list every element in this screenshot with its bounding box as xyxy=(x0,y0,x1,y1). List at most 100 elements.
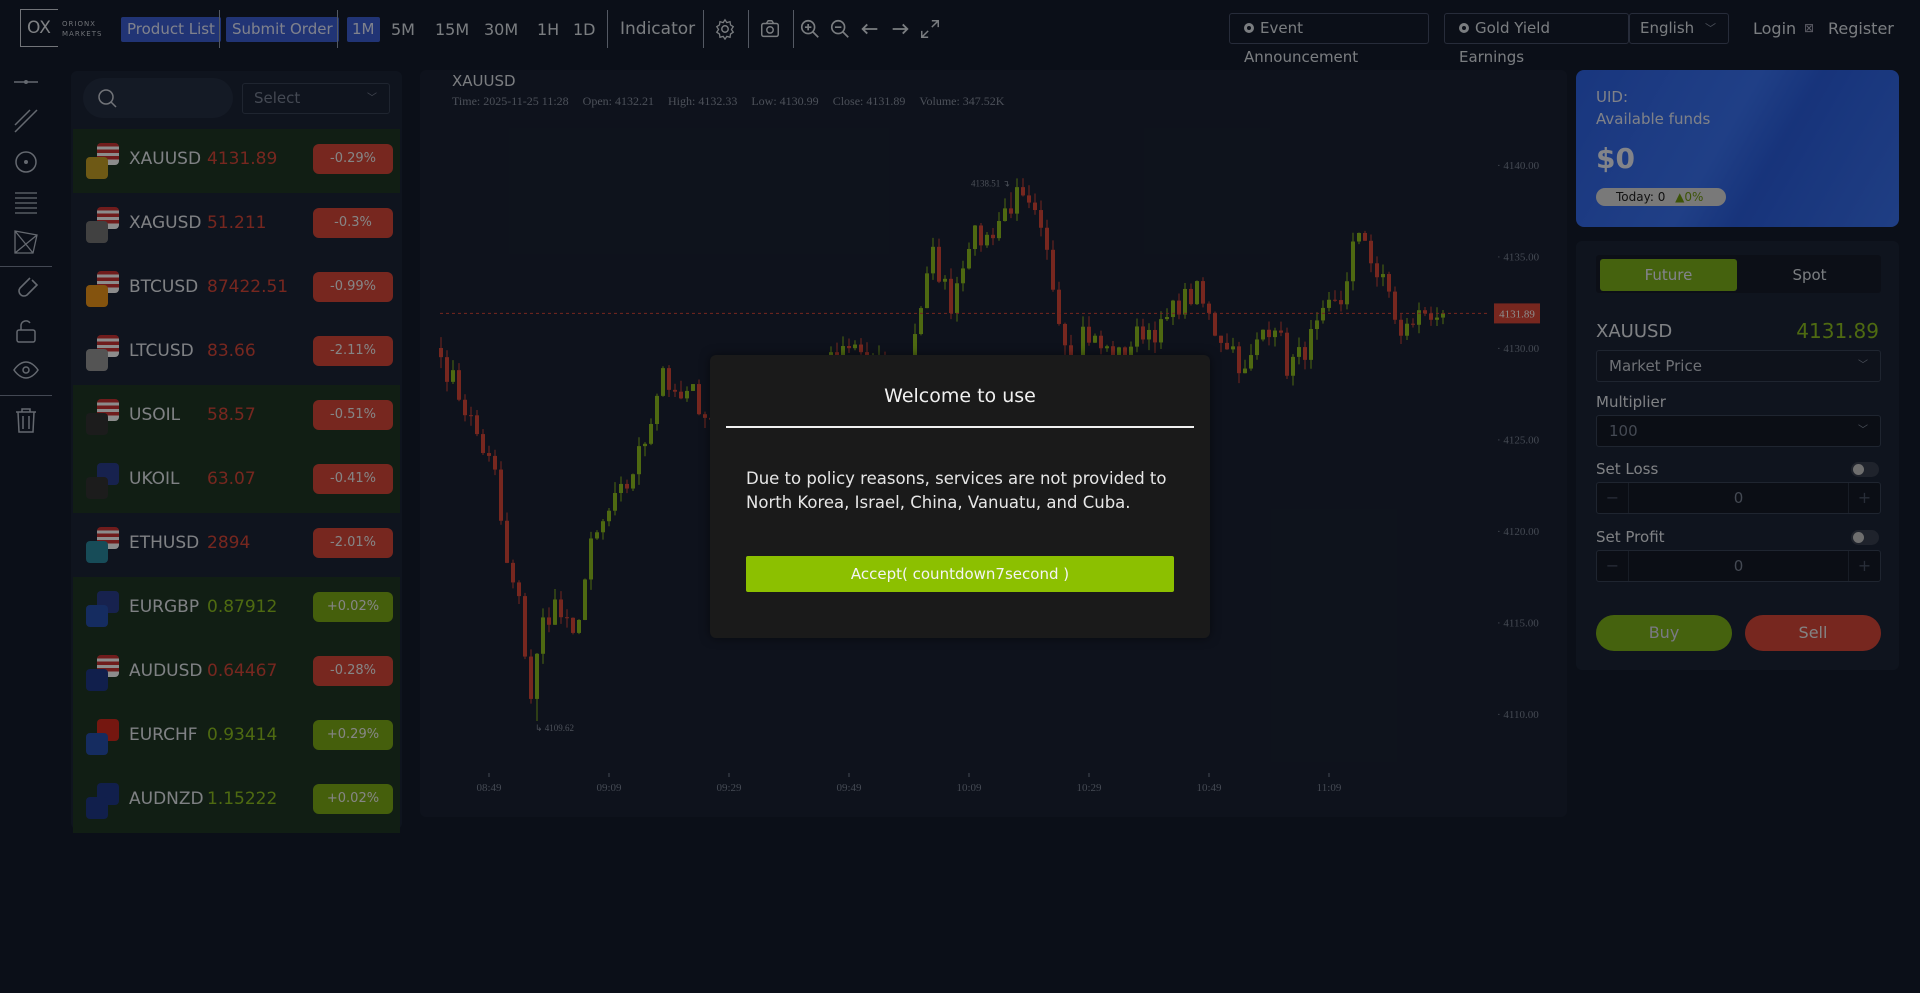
timeframe-15m[interactable]: 15M xyxy=(435,20,470,39)
product-list-button[interactable]: Product List xyxy=(121,17,221,42)
set-profit-toggle[interactable] xyxy=(1851,530,1879,545)
ohlc-high: High: 4132.33 xyxy=(668,94,738,108)
candle-body xyxy=(937,246,941,282)
multiplier-select[interactable]: 100 ﹀ xyxy=(1596,415,1881,447)
indicator-button[interactable]: Indicator xyxy=(620,19,696,39)
y-tick-label: · 4130.00 xyxy=(1497,343,1540,355)
change-badge: +0.02% xyxy=(313,592,393,622)
candle-body xyxy=(1165,317,1169,320)
arrow-left-icon[interactable] xyxy=(859,18,881,40)
y-tick-label: · 4120.00 xyxy=(1497,526,1540,538)
chart-panel[interactable]: XAUUSD Time: 2025-11-25 11:28 Open: 4132… xyxy=(420,70,1567,817)
candle-body xyxy=(853,344,857,349)
candle-body xyxy=(1201,281,1205,304)
trend-line-icon[interactable] xyxy=(12,107,40,135)
multiplier-value: 100 xyxy=(1609,422,1638,440)
sell-button[interactable]: Sell xyxy=(1745,615,1881,651)
event-announcement-button[interactable]: Event Announcement xyxy=(1229,13,1429,66)
candle-body xyxy=(1273,330,1277,338)
product-row-ethusd[interactable]: ETHUSD 2894 -2.01% xyxy=(73,513,400,577)
timeframe-1h[interactable]: 1H xyxy=(537,20,560,39)
candle-body xyxy=(967,249,971,269)
today-badge: Today: 0 ▲0% xyxy=(1596,188,1726,206)
timeframe-1d[interactable]: 1D xyxy=(573,20,596,39)
candle-body xyxy=(1177,300,1181,315)
set-loss-input[interactable]: 0 xyxy=(1733,489,1744,507)
set-loss-stepper[interactable]: − 0 + xyxy=(1596,482,1881,514)
product-row-eurchf[interactable]: EURCHF 0.93414 +0.29% xyxy=(73,705,400,769)
gear-icon[interactable] xyxy=(714,18,736,40)
product-symbol: EURGBP xyxy=(129,597,200,617)
product-list-panel: Select ﹀ XAUUSD 4131.89 -0.29% XAGUSD 51.… xyxy=(71,71,402,833)
product-row-btcusd[interactable]: BTCUSD 87422.51 -0.99% xyxy=(73,257,400,321)
product-row-xauusd[interactable]: XAUUSD 4131.89 -0.29% xyxy=(73,129,400,193)
candle-body xyxy=(1285,332,1289,376)
product-row-ltcusd[interactable]: LTCUSD 83.66 -2.11% xyxy=(73,321,400,385)
change-badge: -0.29% xyxy=(313,144,393,174)
candle-body xyxy=(847,346,851,349)
buy-button[interactable]: Buy xyxy=(1596,615,1732,651)
candle-body xyxy=(607,510,611,522)
set-profit-input[interactable]: 0 xyxy=(1733,557,1744,575)
login-link[interactable]: Login xyxy=(1753,19,1797,38)
candle-body xyxy=(1153,329,1157,343)
arrow-right-icon[interactable] xyxy=(889,18,911,40)
register-link[interactable]: Register xyxy=(1828,19,1894,38)
set-profit-stepper[interactable]: − 0 + xyxy=(1596,550,1881,582)
product-row-audusd[interactable]: AUDUSD 0.64467 -0.28% xyxy=(73,641,400,705)
candle-body xyxy=(1261,329,1265,340)
price-type-select[interactable]: Market Price ﹀ xyxy=(1596,350,1881,382)
magnet-icon[interactable] xyxy=(12,276,40,304)
candle-body xyxy=(499,469,503,521)
unlock-icon[interactable] xyxy=(12,317,40,345)
decrement-button[interactable]: − xyxy=(1597,483,1629,513)
set-profit-label: Set Profit xyxy=(1596,528,1665,546)
timeframe-1m[interactable]: 1M xyxy=(347,17,380,42)
fullscreen-icon[interactable] xyxy=(919,18,941,40)
product-price: 63.07 xyxy=(207,469,256,489)
submit-order-button[interactable]: Submit Order xyxy=(226,17,339,42)
set-loss-toggle[interactable] xyxy=(1851,462,1879,477)
separator-glyph: ⊠ xyxy=(1804,21,1815,35)
horizontal-line-icon[interactable] xyxy=(12,68,40,96)
circle-target-icon[interactable] xyxy=(12,148,40,176)
gold-yield-button[interactable]: Gold Yield Earnings xyxy=(1444,13,1629,66)
accept-button[interactable]: Accept( countdown7second ) xyxy=(746,556,1174,592)
candlestick-chart[interactable]: · 4110.00 · 4115.00 · 4120.00 · 4125.00 · 41… xyxy=(420,70,1567,817)
product-row-eurgbp[interactable]: EURGBP 0.87912 +0.02% xyxy=(73,577,400,641)
fib-lines-icon[interactable] xyxy=(12,188,40,216)
trash-icon[interactable] xyxy=(12,406,40,434)
increment-button[interactable]: + xyxy=(1848,483,1880,513)
camera-icon[interactable] xyxy=(759,18,781,40)
candle-body xyxy=(481,434,485,454)
candle-body xyxy=(583,579,587,620)
zoom-out-icon[interactable] xyxy=(829,18,851,40)
ohlc-volume: Volume: 347.52K xyxy=(919,94,1005,108)
candle-body xyxy=(1225,342,1229,350)
candle-body xyxy=(463,399,467,416)
timeframe-30m[interactable]: 30M xyxy=(484,20,519,39)
change-badge: -0.41% xyxy=(313,464,393,494)
zoom-in-icon[interactable] xyxy=(799,18,821,40)
y-tick-label: · 4125.00 xyxy=(1497,435,1540,447)
order-type-tabs: Future Spot xyxy=(1596,255,1881,293)
tab-spot[interactable]: Spot xyxy=(1792,266,1827,284)
product-row-audnzd[interactable]: AUDNZD 1.15222 +0.02% xyxy=(73,769,400,833)
eye-icon[interactable] xyxy=(12,356,40,384)
product-row-xagusd[interactable]: XAGUSD 51.211 -0.3% xyxy=(73,193,400,257)
candle-body xyxy=(1135,326,1139,347)
tab-future[interactable]: Future xyxy=(1600,259,1737,291)
search-input[interactable] xyxy=(83,78,233,118)
pattern-icon[interactable] xyxy=(12,228,40,256)
product-price: 4131.89 xyxy=(207,149,278,169)
language-select[interactable]: English ﹀ xyxy=(1629,13,1729,44)
product-row-ukoil[interactable]: UKOIL 63.07 -0.41% xyxy=(73,449,400,513)
decrement-button[interactable]: − xyxy=(1597,551,1629,581)
candle-body xyxy=(1219,335,1223,343)
timeframe-5m[interactable]: 5M xyxy=(391,20,415,39)
category-select[interactable]: Select ﹀ xyxy=(242,83,390,114)
candle-body xyxy=(955,283,959,314)
product-row-usoil[interactable]: USOIL 58.57 -0.51% xyxy=(73,385,400,449)
increment-button[interactable]: + xyxy=(1848,551,1880,581)
logo[interactable]: OX xyxy=(20,9,58,47)
